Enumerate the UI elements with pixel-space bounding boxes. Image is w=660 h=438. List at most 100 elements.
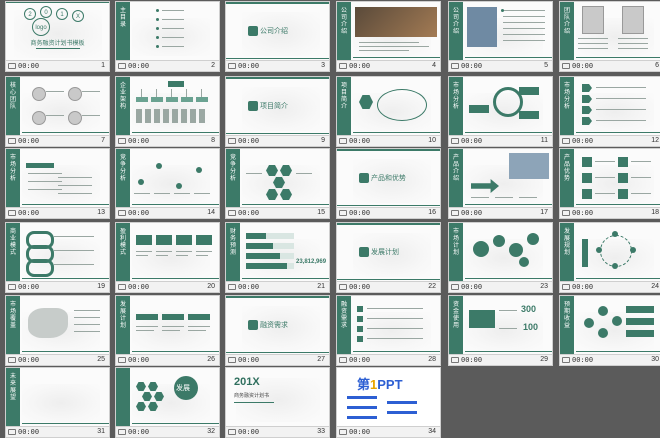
slide-preview[interactable]: 项目简介 [225,76,330,136]
text-line [499,310,517,311]
slide-timing-icon [8,429,16,435]
slide-bottom-rule [22,132,109,133]
slide-timing: 00:00 [349,137,371,145]
slide-thumbnail-34[interactable]: 第1PPT 00:00 34 [336,367,441,438]
slide-side-bar [6,149,20,207]
slide-thumbnail-27[interactable]: 融资需求 00:00 27 [225,295,330,366]
slide-preview[interactable]: 竞争分析 [115,148,220,208]
slide-number: 25 [97,356,105,363]
slide-thumbnail-11[interactable]: 市场分析 00:00 11 [448,76,553,147]
slide-preview[interactable]: 产品优势 [559,148,660,208]
slide-thumbnail-30[interactable]: 预期收益 00:00 30 [559,295,660,366]
slide-side-bar [449,223,463,281]
slide-thumbnail-5[interactable]: 公司介绍 00:00 5 [448,1,553,72]
slide-footer: 00:00 9 [225,136,330,147]
slide-vertical-title: 市场分析 [563,83,570,110]
text-line [578,38,608,39]
slide-preview[interactable]: 市场分析 [559,76,660,136]
slide-thumbnail-14[interactable]: 竞争分析 00:00 14 [115,148,220,219]
slide-thumbnail-25[interactable]: 市场覆盖 00:00 25 [5,295,110,366]
slide-preview[interactable]: 商业模式 [5,222,110,282]
slide-thumbnail-2[interactable]: 主目录 00:00 2 [115,1,220,72]
slide-bottom-rule [576,57,660,58]
slide-thumbnail-17[interactable]: 产品介绍 00:00 17 [448,148,553,219]
slide-thumbnail-26[interactable]: 发展计划 00:00 26 [115,295,220,366]
slide-timing: 00:00 [238,137,260,145]
slide-preview[interactable]: 未来展望 [5,367,110,427]
slide-preview[interactable]: 团队介绍 [559,1,660,61]
slide-preview[interactable]: 市场覆盖 [5,295,110,355]
slide-thumbnail-18[interactable]: 产品优势 00:00 18 [559,148,660,219]
slide-preview[interactable]: 主目录 [115,1,220,61]
slide-preview[interactable]: 资金使用 300 100 [448,295,553,355]
timeline-box [188,314,210,320]
slide-preview[interactable]: 竞争分析 [225,148,330,208]
slide-thumbnail-32[interactable]: 发展 00:00 32 [115,367,220,438]
slide-timing: 00:00 [349,356,371,364]
slide-thumbnail-21[interactable]: 财务预测 23,812,969 00:00 21 [225,222,330,293]
slide-thumbnail-23[interactable]: 市场计划 00:00 23 [448,222,553,293]
slide-thumbnail-8[interactable]: 企业架构 00:00 8 [115,76,220,147]
slide-thumbnail-22[interactable]: 发展计划 00:00 22 [336,222,441,293]
slide-preview[interactable]: 发展 [115,367,220,427]
slide-thumbnail-24[interactable]: 发展规划 00:00 24 [559,222,660,293]
slide-thumbnail-20[interactable]: 盈利模式 00:00 20 [115,222,220,293]
slide-thumbnail-29[interactable]: 资金使用 300 100 00:00 29 [448,295,553,366]
text-line [367,328,423,329]
world-map-watermark [22,165,100,203]
slide-timing-icon [562,284,570,290]
text-line [596,87,646,88]
slide-preview[interactable]: 产品介绍 [448,148,553,208]
slide-thumbnail-3[interactable]: 公司介绍 00:00 3 [225,1,330,72]
slide-preview[interactable]: 市场计划 [448,222,553,282]
slide-preview[interactable]: 公司介绍 [225,1,330,61]
slide-side-bar [116,368,130,426]
slide-preview[interactable]: 核心团队 [5,76,110,136]
slide-bottom-rule [465,57,552,58]
slide-thumbnail-33[interactable]: 201X 商务融资计划书 00:00 33 [225,367,330,438]
slide-thumbnail-10[interactable]: 项目简介 00:00 10 [336,76,441,147]
slide-thumbnail-4[interactable]: 公司介绍 00:00 4 [336,1,441,72]
slide-timing: 00:00 [128,283,150,291]
slide-preview[interactable]: 预期收益 [559,295,660,355]
slide-timing-icon [118,357,126,363]
slide-thumbnail-7[interactable]: 核心团队 00:00 7 [5,76,110,147]
slide-preview[interactable]: 盈利模式 [115,222,220,282]
slide-number: 22 [428,283,436,290]
slide-thumbnail-6[interactable]: 团队介绍 00:00 6 [559,1,660,72]
arrow-shape [582,106,592,114]
slide-preview[interactable]: 发展计划 [115,295,220,355]
slide-thumbnail-9[interactable]: 项目简介 00:00 9 [225,76,330,147]
slide-preview[interactable]: 市场分析 [448,76,553,136]
slide-preview[interactable]: 项目简介 [336,76,441,136]
slide-preview[interactable]: 公司介绍 [448,1,553,61]
slide-timing-icon [118,429,126,435]
slide-thumbnail-16[interactable]: 产品和优势 00:00 16 [336,148,441,219]
rocket-shape [582,239,588,267]
slide-thumbnail-31[interactable]: 未来展望 00:00 31 [5,367,110,438]
slide-preview[interactable]: 201X 商务融资计划书 [225,367,330,427]
slide-footer: 00:00 34 [336,427,441,438]
slide-thumbnail-12[interactable]: 市场分析 00:00 12 [559,76,660,147]
slide-preview[interactable]: 第1PPT [336,367,441,427]
slide-preview[interactable]: 发展计划 [336,222,441,282]
slide-preview[interactable]: 公司介绍 [336,1,441,61]
slide-preview[interactable]: 融资需求 [336,295,441,355]
slide-thumbnail-13[interactable]: 市场分析 00:00 13 [5,148,110,219]
cover-title: 商务融资计划书模板 [30,41,85,47]
slide-preview[interactable]: 发展规划 [559,222,660,282]
slide-preview[interactable]: 产品和优势 [336,148,441,208]
slide-preview[interactable]: 市场分析 [5,148,110,208]
slide-bottom-rule [132,351,219,352]
slide-footer: 00:00 17 [448,208,553,219]
slide-thumbnail-19[interactable]: 商业模式 00:00 19 [5,222,110,293]
slide-preview[interactable]: 企业架构 [115,76,220,136]
slide-thumbnail-28[interactable]: 融资需求 00:00 28 [336,295,441,366]
org-link [201,89,202,97]
slide-preview[interactable]: 财务预测 23,812,969 [225,222,330,282]
slide-preview[interactable]: 融资需求 [225,295,330,355]
slide-thumbnail-15[interactable]: 竞争分析 00:00 15 [225,148,330,219]
text-line [359,42,419,43]
